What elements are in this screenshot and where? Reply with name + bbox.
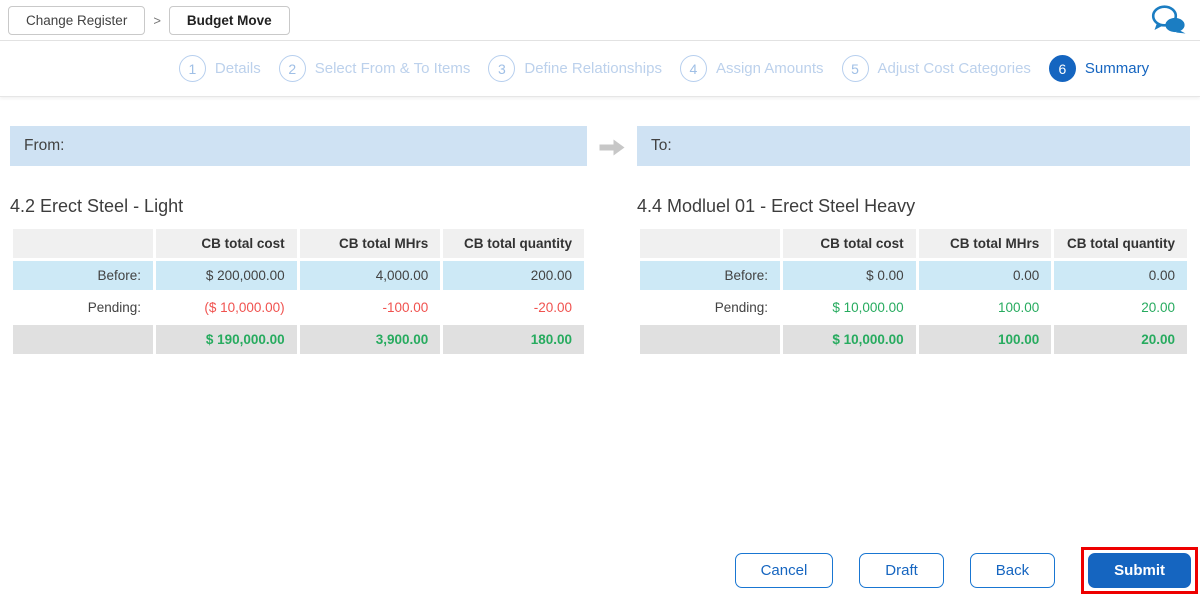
footer-actions: Cancel Draft Back Submit — [734, 547, 1198, 594]
to-panel: To: 4.4 Modluel 01 - Erect Steel Heavy C… — [637, 126, 1190, 357]
from-before-cost: $ 200,000.00 — [156, 261, 297, 290]
from-col-cb-total-cost: CB total cost — [156, 229, 297, 258]
step-1-details[interactable]: 1 Details — [178, 55, 261, 82]
chat-button[interactable] — [1150, 4, 1186, 37]
step-5-label: Adjust Cost Categories — [877, 60, 1031, 77]
top-bar: Change Register > Budget Move — [0, 0, 1200, 41]
step-3-define-relationships[interactable]: 3 Define Relationships — [488, 55, 662, 82]
from-pending-qty: -20.00 — [443, 293, 584, 322]
from-total-mhrs: 3,900.00 — [299, 325, 441, 354]
from-before-mhrs: 4,000.00 — [299, 261, 441, 290]
step-5-adjust-cost-categories[interactable]: 5 Adjust Cost Categories — [841, 55, 1031, 82]
to-before-mhrs: 0.00 — [918, 261, 1052, 290]
cancel-button[interactable]: Cancel — [734, 553, 834, 588]
from-pending-label: Pending: — [13, 293, 153, 322]
step-6-label: Summary — [1084, 60, 1150, 77]
from-before-label: Before: — [13, 261, 153, 290]
step-2-select-from-to-items[interactable]: 2 Select From & To Items — [278, 55, 471, 82]
from-item-title: 4.2 Erect Steel - Light — [10, 196, 184, 216]
wizard-stepper: 1 Details 2 Select From & To Items 3 Def… — [0, 41, 1200, 97]
from-total-label — [13, 325, 153, 354]
step-1-label: Details — [214, 60, 261, 77]
step-3-circle: 3 — [488, 55, 516, 82]
from-pending-row: Pending: ($ 10,000.00) -100.00 -20.00 — [13, 293, 584, 322]
from-before-row: Before: $ 200,000.00 4,000.00 200.00 — [13, 261, 584, 290]
to-before-row: Before: $ 0.00 0.00 0.00 — [640, 261, 1187, 290]
from-total-qty: 180.00 — [443, 325, 584, 354]
summary-content: From: 4.2 Erect Steel - Light CB total c… — [0, 126, 1200, 357]
from-to-arrow-column — [587, 126, 637, 357]
to-panel-header: To: — [637, 126, 1190, 166]
to-summary-table: CB total cost CB total MHrs CB total qua… — [637, 226, 1190, 357]
right-arrow-icon — [598, 139, 626, 357]
from-summary-table: CB total cost CB total MHrs CB total qua… — [10, 226, 587, 357]
from-pending-mhrs: -100.00 — [299, 293, 441, 322]
to-col-label — [640, 229, 780, 258]
step-1-circle: 1 — [178, 55, 206, 82]
to-total-row: $ 10,000.00 100.00 20.00 — [640, 325, 1187, 354]
to-before-qty: 0.00 — [1054, 261, 1187, 290]
step-6-circle: 6 — [1048, 55, 1076, 82]
to-col-cb-total-mhrs: CB total MHrs — [918, 229, 1052, 258]
from-panel: From: 4.2 Erect Steel - Light CB total c… — [10, 126, 587, 357]
step-5-circle: 5 — [841, 55, 869, 82]
to-pending-qty: 20.00 — [1054, 293, 1187, 322]
breadcrumb-separator: > — [153, 12, 161, 28]
from-pending-cost: ($ 10,000.00) — [156, 293, 297, 322]
to-before-cost: $ 0.00 — [783, 261, 916, 290]
to-pending-label: Pending: — [640, 293, 780, 322]
back-button[interactable]: Back — [969, 553, 1056, 588]
to-item-title: 4.4 Modluel 01 - Erect Steel Heavy — [637, 196, 916, 216]
from-before-qty: 200.00 — [443, 261, 584, 290]
to-table-header-row: CB total cost CB total MHrs CB total qua… — [640, 229, 1187, 258]
to-total-qty: 20.00 — [1054, 325, 1187, 354]
step-4-circle: 4 — [679, 55, 707, 82]
step-3-label: Define Relationships — [524, 60, 662, 77]
to-total-mhrs: 100.00 — [918, 325, 1052, 354]
submit-button[interactable]: Submit — [1088, 553, 1191, 588]
chat-bubbles-icon — [1150, 4, 1186, 37]
draft-button[interactable]: Draft — [859, 553, 944, 588]
step-6-summary[interactable]: 6 Summary — [1048, 55, 1150, 82]
from-col-label — [13, 229, 153, 258]
to-total-label — [640, 325, 780, 354]
to-col-cb-total-cost: CB total cost — [783, 229, 916, 258]
to-pending-mhrs: 100.00 — [918, 293, 1052, 322]
to-pending-row: Pending: $ 10,000.00 100.00 20.00 — [640, 293, 1187, 322]
step-4-assign-amounts[interactable]: 4 Assign Amounts — [679, 55, 824, 82]
breadcrumb-budget-move-button[interactable]: Budget Move — [168, 5, 290, 35]
step-4-label: Assign Amounts — [715, 60, 824, 77]
breadcrumb-change-register-button[interactable]: Change Register — [8, 5, 146, 35]
from-total-row: $ 190,000.00 3,900.00 180.00 — [13, 325, 584, 354]
to-col-cb-total-quantity: CB total quantity — [1054, 229, 1187, 258]
step-2-circle: 2 — [278, 55, 306, 82]
to-total-cost: $ 10,000.00 — [783, 325, 916, 354]
to-before-label: Before: — [640, 261, 780, 290]
from-table-header-row: CB total cost CB total MHrs CB total qua… — [13, 229, 584, 258]
submit-highlight-box: Submit — [1081, 547, 1198, 594]
from-total-cost: $ 190,000.00 — [156, 325, 297, 354]
step-2-label: Select From & To Items — [314, 60, 471, 77]
from-col-cb-total-quantity: CB total quantity — [443, 229, 584, 258]
from-col-cb-total-mhrs: CB total MHrs — [299, 229, 441, 258]
from-panel-header: From: — [10, 126, 587, 166]
to-pending-cost: $ 10,000.00 — [783, 293, 916, 322]
